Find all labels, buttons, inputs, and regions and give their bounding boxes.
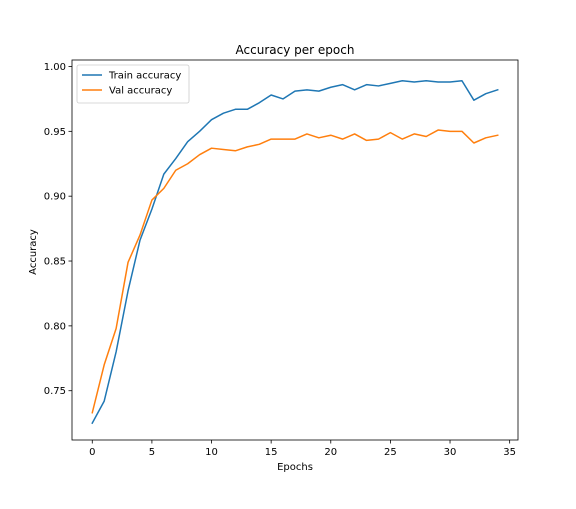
x-tick-label: 25 — [384, 447, 397, 458]
x-tick-label: 0 — [89, 447, 95, 458]
y-tick-label: 0.95 — [44, 127, 66, 138]
chart-title: Accuracy per epoch — [236, 43, 355, 57]
x-axis-label: Epochs — [277, 462, 313, 473]
y-tick-label: 0.85 — [44, 257, 66, 268]
legend-label: Val accuracy — [109, 86, 172, 97]
x-tick-label: 10 — [205, 447, 218, 458]
y-tick-label: 0.90 — [44, 192, 66, 203]
y-tick-label: 1.00 — [44, 62, 66, 73]
x-tick-label: 15 — [265, 447, 278, 458]
legend: Train accuracy Val accuracy — [77, 65, 189, 103]
y-tick-label: 0.75 — [44, 386, 66, 397]
x-tick-label: 5 — [149, 447, 155, 458]
y-axis-label: Accuracy — [28, 229, 39, 275]
x-tick-label: 20 — [324, 447, 337, 458]
legend-label: Train accuracy — [108, 71, 181, 82]
y-tick-label: 0.80 — [44, 321, 66, 332]
x-tick-label: 30 — [444, 447, 457, 458]
x-tick-label: 35 — [503, 447, 516, 458]
